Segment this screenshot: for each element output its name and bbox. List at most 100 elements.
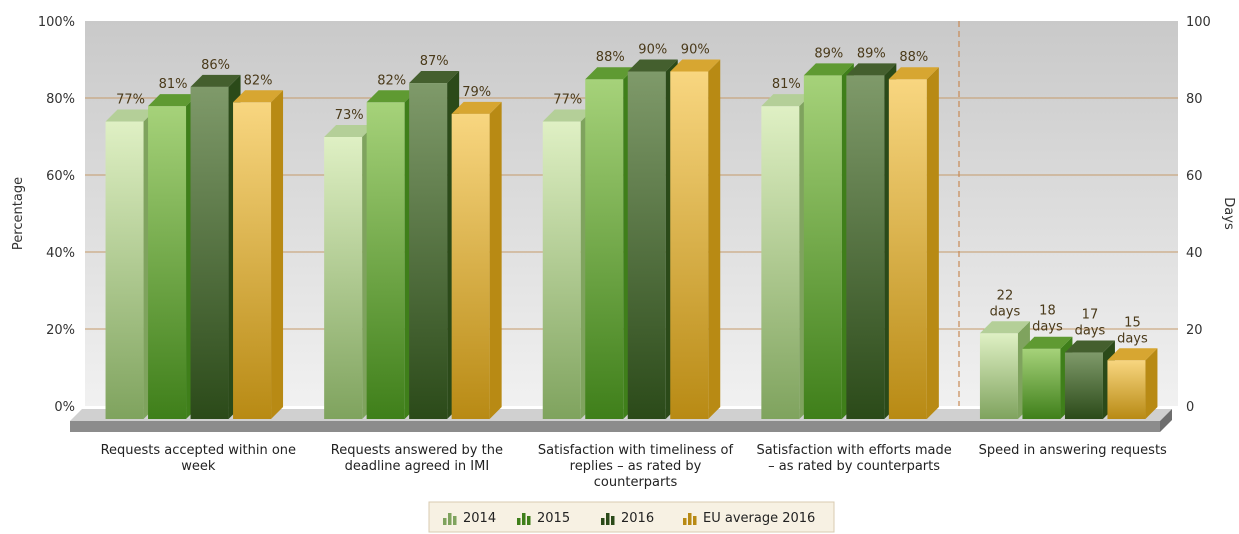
bar xyxy=(233,90,284,420)
bar-front xyxy=(846,75,885,419)
data-label: 89% xyxy=(857,46,886,61)
data-label: 87% xyxy=(420,54,449,69)
bar-front xyxy=(105,121,144,420)
value-labels-layer: 77% 81% 86% 82% 73% 82% 87% 79% 77% 88% 90% 90% 81% 8… xyxy=(116,43,1148,347)
y-tick-label: 0% xyxy=(54,400,75,415)
data-label: 22 days xyxy=(990,288,1021,319)
legend-label: 2016 xyxy=(621,511,654,526)
y2-tick-label: 60 xyxy=(1186,169,1203,184)
bar-front xyxy=(366,102,405,420)
category-label: Speed in answering requests xyxy=(979,443,1167,458)
bar-front xyxy=(233,102,272,420)
legend-icon-bar xyxy=(693,516,697,525)
bar-top xyxy=(451,101,502,114)
bar-top xyxy=(1022,336,1073,349)
bar-front xyxy=(761,106,800,420)
legend-bars-icon xyxy=(683,513,697,525)
legend-label: 2014 xyxy=(463,511,496,526)
legend-icon-bar xyxy=(527,516,531,525)
data-label: 90% xyxy=(681,43,710,58)
legend-icon-bar xyxy=(611,516,615,525)
bar-front xyxy=(585,79,624,419)
bar-side xyxy=(926,67,939,419)
y-tick-label: 100% xyxy=(38,15,75,30)
data-label: 79% xyxy=(462,85,491,100)
y-axis-title: Percentage xyxy=(11,177,26,250)
bar-top xyxy=(542,109,593,122)
legend-item: EU average 2016 xyxy=(683,511,815,526)
legend-icon-bar xyxy=(601,518,605,525)
legend-icon-bar xyxy=(688,513,692,525)
floor-side xyxy=(1160,409,1172,432)
bar-top xyxy=(233,90,284,103)
bar-side xyxy=(271,90,284,420)
bar-top xyxy=(585,67,636,80)
bar-top xyxy=(670,59,721,72)
y2-tick-label: 40 xyxy=(1186,246,1203,261)
bar-front xyxy=(324,136,363,419)
bar-top xyxy=(1107,348,1158,361)
legend-icon-bar xyxy=(522,513,526,525)
bars-layer xyxy=(105,59,1158,420)
bar-front xyxy=(409,83,448,420)
bar-top xyxy=(324,124,375,137)
legend-bars-icon xyxy=(443,513,457,525)
axes-layer: Percentage Days 0% 0 20% 20 40% 40 60% 60 80% 80 1… xyxy=(11,15,1236,415)
bar-top xyxy=(846,63,897,76)
bar-front xyxy=(542,121,581,420)
bar-top xyxy=(627,59,678,72)
data-label: 17 days xyxy=(1075,308,1106,339)
data-label: 81% xyxy=(772,77,801,92)
data-label: 81% xyxy=(159,77,188,92)
bar xyxy=(451,101,502,419)
legend-box xyxy=(428,501,835,533)
legend-label: EU average 2016 xyxy=(703,511,815,526)
legend-item: 2016 xyxy=(601,511,654,526)
bar-top xyxy=(105,109,156,122)
y-tick-label: 80% xyxy=(46,92,75,107)
data-label: 88% xyxy=(899,50,928,65)
category-label: Satisfaction with timeliness of replies –… xyxy=(538,443,734,490)
bar-side xyxy=(1145,348,1158,419)
y2-axis-title: Days xyxy=(1221,197,1236,230)
y2-tick-label: 80 xyxy=(1186,92,1203,107)
y-tick-label: 20% xyxy=(46,323,75,338)
data-label: 86% xyxy=(201,58,230,73)
data-label: 90% xyxy=(638,43,667,58)
bar xyxy=(670,59,721,419)
legend: 2014 2015 2016 EU average 2016 xyxy=(428,501,835,533)
legend-icon-bar xyxy=(443,518,447,525)
bar xyxy=(627,59,678,419)
data-label: 82% xyxy=(244,73,273,88)
data-label: 77% xyxy=(553,93,582,108)
bar-front xyxy=(888,79,927,419)
data-label: 18 days xyxy=(1032,304,1063,335)
data-label: 89% xyxy=(814,46,843,61)
bar-side xyxy=(489,101,502,419)
bar-front xyxy=(1107,360,1146,419)
legend-item: 2014 xyxy=(443,511,496,526)
bar-side xyxy=(708,59,721,419)
bar-front xyxy=(1064,352,1103,419)
category-label: Satisfaction with efforts made – as rated… xyxy=(756,443,951,474)
bar xyxy=(888,67,939,419)
category-label: Requests answered by the deadline agreed … xyxy=(331,443,503,474)
data-label: 73% xyxy=(335,108,364,123)
bar-front xyxy=(148,106,187,420)
bar-top xyxy=(888,67,939,80)
legend-icon-bar xyxy=(606,513,610,525)
data-label: 82% xyxy=(377,73,406,88)
legend-icon-bar xyxy=(448,513,452,525)
bar-top xyxy=(148,94,199,107)
legend-label: 2015 xyxy=(537,511,570,526)
data-label: 15 days xyxy=(1117,315,1148,346)
bar-front xyxy=(670,71,709,419)
bar-top xyxy=(1064,340,1115,353)
bar-front xyxy=(979,333,1018,419)
bar-top xyxy=(803,63,854,76)
legend-icon-bar xyxy=(517,518,521,525)
bar-top xyxy=(979,321,1030,334)
legend-icon-bar xyxy=(683,518,687,525)
